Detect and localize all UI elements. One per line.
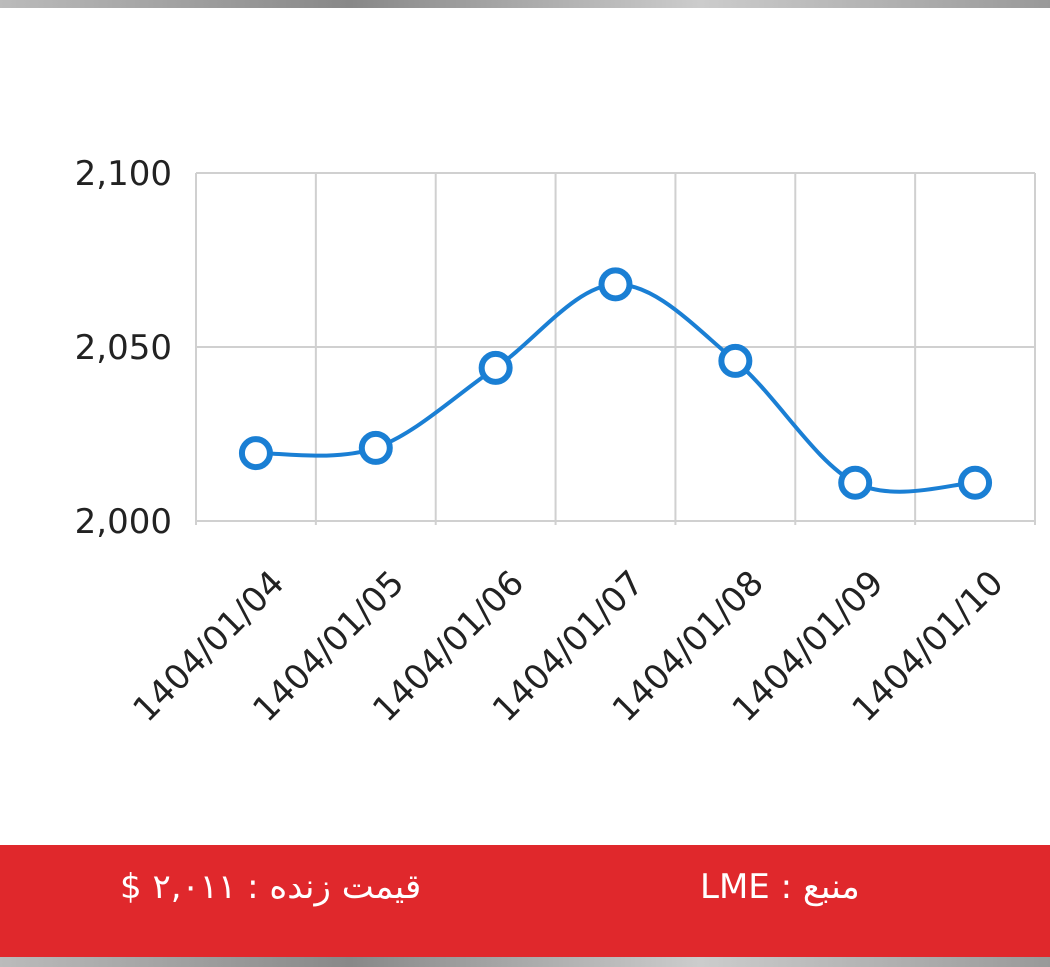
y-tick-label: 2,100 (75, 154, 172, 194)
live-price: قیمت زنده : ۲,۰۱۱ $ (120, 867, 422, 907)
point (598, 267, 633, 302)
point (958, 465, 993, 500)
bottom-bar (0, 957, 1050, 967)
source: منبع : LME (700, 867, 860, 907)
y-tick-label: 2,000 (75, 502, 172, 542)
point (238, 436, 273, 471)
point (358, 430, 393, 465)
line (255, 282, 976, 494)
footer: قیمت زنده : ۲,۰۱۱ $ منبع : LME (0, 845, 1050, 957)
top-bar (0, 0, 1050, 8)
point (478, 350, 513, 385)
y-tick-label: 2,050 (75, 328, 172, 368)
chart: 2,0002,0502,1001404/01/041404/01/051404/… (75, 154, 1036, 730)
point (718, 343, 753, 378)
point (838, 465, 873, 500)
